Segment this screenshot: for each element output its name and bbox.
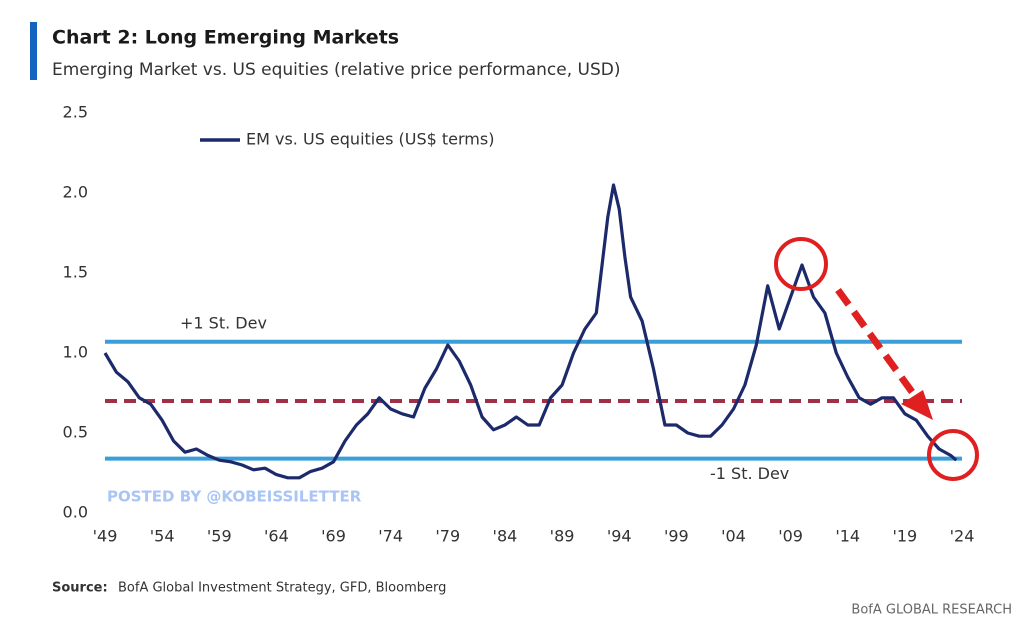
x-tick-label: '64 bbox=[264, 527, 289, 546]
y-tick-label: 2.5 bbox=[63, 103, 88, 122]
x-tick-label: '49 bbox=[93, 527, 118, 546]
watermark: POSTED BY @KOBEISSILETTER bbox=[107, 488, 362, 506]
x-tick-label: '04 bbox=[721, 527, 746, 546]
annotation bbox=[774, 237, 979, 481]
x-tick-label: '54 bbox=[150, 527, 175, 546]
y-tick-label: 2.0 bbox=[63, 183, 88, 202]
y-tick-label: 0.0 bbox=[63, 503, 88, 522]
chart-title: Chart 2: Long Emerging Markets bbox=[52, 27, 399, 49]
trend-arrow bbox=[835, 287, 918, 399]
highlight-circle bbox=[927, 429, 979, 481]
x-tick-label: '74 bbox=[378, 527, 403, 546]
reference-label: +1 St. Dev bbox=[180, 313, 267, 332]
x-tick-label: '94 bbox=[607, 527, 632, 546]
legend-label: EM vs. US equities (US$ terms) bbox=[246, 130, 494, 149]
x-tick-label: '89 bbox=[550, 527, 575, 546]
source-label: Source: bbox=[52, 581, 108, 596]
x-tick-label: '09 bbox=[778, 527, 803, 546]
x-tick-label: '14 bbox=[835, 527, 860, 546]
reference-label: -1 St. Dev bbox=[710, 464, 789, 483]
x-tick-label: '79 bbox=[435, 527, 460, 546]
x-tick-label: '59 bbox=[207, 527, 232, 546]
source: BofA Global Investment Strategy, GFD, Bl… bbox=[118, 581, 446, 596]
data-line bbox=[103, 183, 958, 480]
highlight-circle bbox=[774, 237, 828, 291]
arrow-head bbox=[901, 390, 933, 420]
x-tick-label: '99 bbox=[664, 527, 689, 546]
title-bar bbox=[30, 22, 37, 80]
y-tick-label: 1.5 bbox=[63, 263, 88, 282]
y-tick-label: 1.0 bbox=[63, 343, 88, 362]
x-tick-label: '19 bbox=[892, 527, 917, 546]
chart-subtitle: Emerging Market vs. US equities (relativ… bbox=[52, 60, 621, 80]
x-tick-label: '69 bbox=[321, 527, 346, 546]
x-tick-label: '24 bbox=[950, 527, 975, 546]
y-tick-label: 0.5 bbox=[63, 423, 88, 442]
footer: BofA GLOBAL RESEARCH bbox=[851, 603, 1012, 618]
x-tick-label: '84 bbox=[493, 527, 518, 546]
